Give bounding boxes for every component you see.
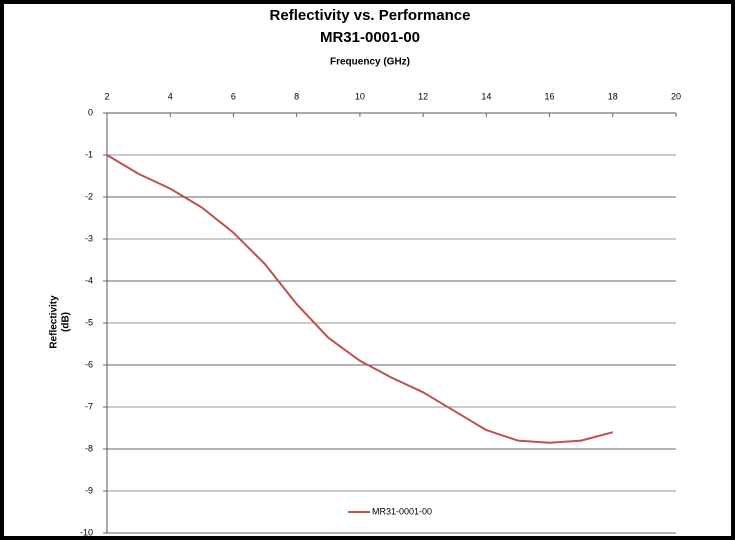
y-tick-label: -10 xyxy=(80,527,93,537)
x-tick-label: 4 xyxy=(168,91,173,101)
y-tick-label: -6 xyxy=(85,359,93,369)
x-tick-label: 16 xyxy=(545,91,555,101)
y-axis-label-line: (dB) xyxy=(61,312,72,332)
x-axis-label: Frequency (GHz) xyxy=(330,57,410,68)
chart-title: Reflectivity vs. Performance xyxy=(270,7,471,24)
y-tick-label: -2 xyxy=(85,191,93,201)
legend-label: MR31-0001-00 xyxy=(372,506,432,516)
y-tick-label: -1 xyxy=(85,149,93,159)
x-tick-label: 8 xyxy=(294,91,299,101)
y-tick-label: -4 xyxy=(85,275,93,285)
chart-subtitle: MR31-0001-00 xyxy=(320,29,420,46)
y-tick-label: -8 xyxy=(85,443,93,453)
x-tick-label: 12 xyxy=(418,91,428,101)
y-tick-label: -9 xyxy=(85,485,93,495)
y-axis-label: Reflectivity (dB) xyxy=(49,295,72,349)
y-tick-label: -7 xyxy=(85,401,93,411)
series-line xyxy=(106,154,614,444)
x-tick-label: 18 xyxy=(608,91,618,101)
y-axis-label-line: Reflectivity xyxy=(49,295,60,349)
x-tick-label: 20 xyxy=(671,91,681,101)
y-tick-label: -5 xyxy=(85,317,93,327)
x-tick-label: 10 xyxy=(355,91,365,101)
x-tick-label: 14 xyxy=(481,91,491,101)
x-tick-label: 2 xyxy=(104,91,109,101)
y-tick-label: 0 xyxy=(88,107,93,117)
x-tick-label: 6 xyxy=(231,91,236,101)
y-tick-label: -3 xyxy=(85,233,93,243)
